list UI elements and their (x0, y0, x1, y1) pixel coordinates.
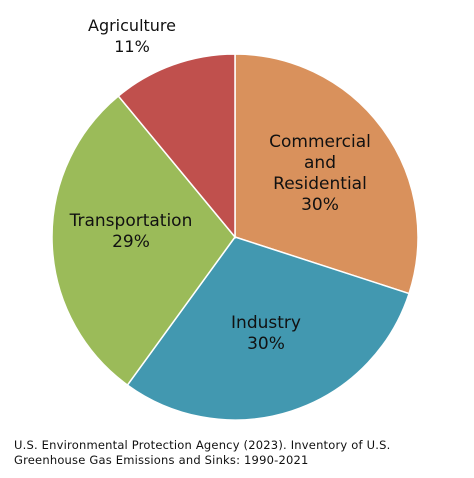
slice-category-label: Agriculture (88, 16, 176, 35)
pie-slice-agriculture (117, 53, 236, 240)
source-caption-line-1: U.S. Environmental Protection Agency (20… (14, 438, 391, 452)
slice-value-label: 30% (247, 334, 285, 354)
slice-category-label: Residential (273, 174, 367, 194)
source-caption-line-2: Greenhouse Gas Emissions and Sinks: 1990… (14, 453, 309, 467)
slice-label-agriculture: Agriculture 11% (88, 16, 176, 56)
slice-category-label: Industry (231, 313, 301, 333)
pie-slice-industry (126, 236, 410, 421)
slice-category-label: Transportation (69, 211, 193, 231)
pie-slice-commercial-and-residential (234, 53, 419, 295)
slice-value-label: 29% (112, 232, 150, 252)
slice-category-label: and (304, 153, 336, 173)
pie-slice-transportation (51, 94, 236, 387)
slice-value-label: 30% (301, 195, 339, 215)
source-caption: U.S. Environmental Protection Agency (20… (14, 438, 464, 468)
slice-category-label: Commercial (269, 132, 371, 152)
slice-value-label: 11% (114, 37, 150, 56)
